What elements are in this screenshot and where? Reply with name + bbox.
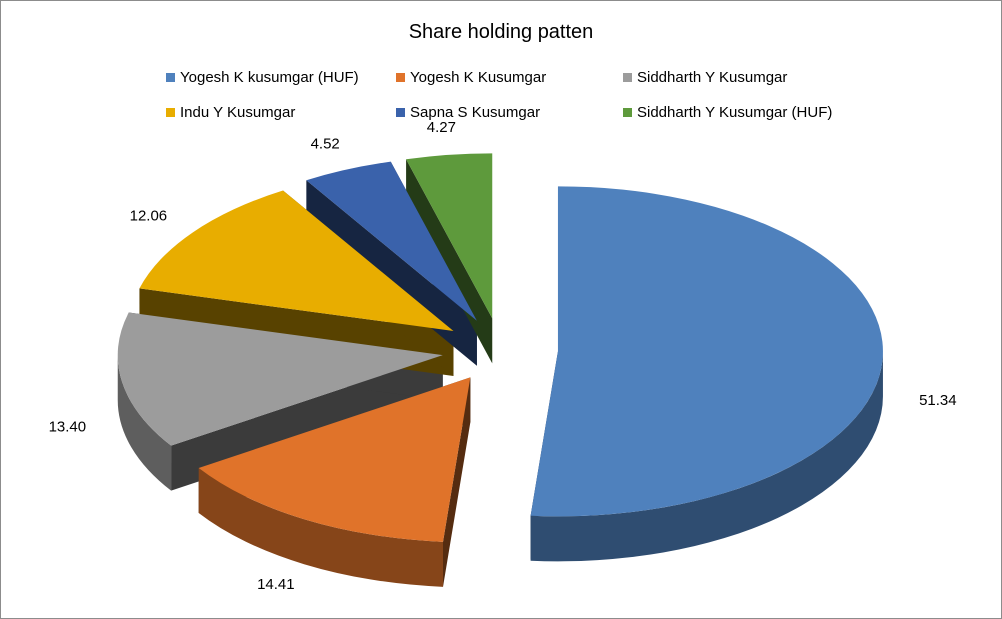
pie-slice (117, 312, 443, 446)
pie-slice (306, 161, 477, 321)
data-label: 12.06 (130, 208, 168, 225)
chart-title: Share holding patten (408, 21, 594, 43)
legend-item-sapna: Sapna S Kusumgar (396, 104, 540, 121)
legend-swatch (623, 108, 632, 117)
legend-item-siddharth-huf: Siddharth Y Kusumgar (HUF) (623, 104, 832, 121)
legend-swatch (166, 73, 175, 82)
data-label: 51.34 (919, 392, 957, 409)
legend-label: Yogesh K Kusumgar (410, 69, 547, 86)
legend-label: Siddharth Y Kusumgar (637, 69, 788, 86)
legend-item-yogesh: Yogesh K Kusumgar (396, 69, 546, 86)
pie-slice (530, 186, 883, 517)
slice-outer-wall (530, 351, 883, 562)
pie-slice (406, 153, 493, 319)
legend-swatch (396, 108, 405, 117)
legend-swatch (623, 73, 632, 82)
legend-label: Sapna S Kusumgar (410, 104, 541, 121)
legend-label: Yogesh K kusumgar (HUF) (180, 69, 359, 86)
slice-outer-wall (117, 355, 172, 491)
pie-slice (198, 377, 471, 542)
slice-outer-wall (198, 468, 444, 587)
legend-item-siddharth: Siddharth Y Kusumgar (623, 69, 787, 86)
data-label: 4.27 (427, 119, 456, 136)
legend-item-yogesh-huf: Yogesh K kusumgar (HUF) (166, 69, 359, 86)
legend-label: Indu Y Kusumgar (180, 104, 296, 121)
legend-swatch (396, 73, 405, 82)
data-label: 14.41 (257, 576, 295, 593)
legend-item-indu: Indu Y Kusumgar (166, 104, 295, 121)
legend-label: Siddharth Y Kusumgar (HUF) (637, 104, 833, 121)
legend-swatch (166, 108, 175, 117)
data-label: 13.40 (49, 418, 87, 435)
slice-radial-wall (443, 377, 471, 587)
pie-slice (139, 190, 454, 331)
data-label: 4.52 (311, 136, 340, 153)
